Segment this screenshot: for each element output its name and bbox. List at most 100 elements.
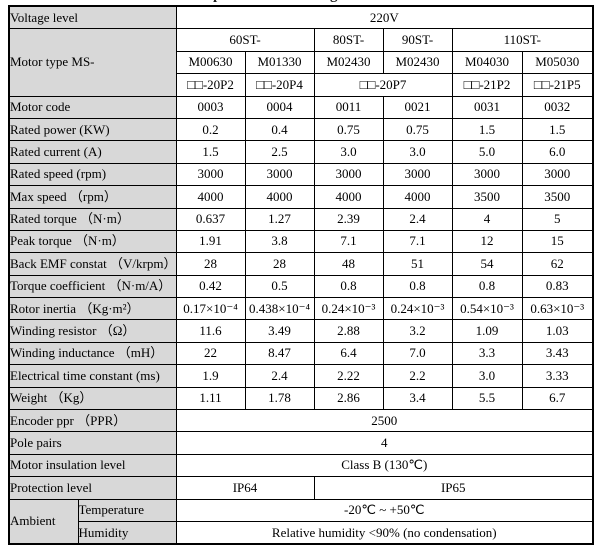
spec-value: 3.0 bbox=[313, 140, 384, 164]
row-label: Electrical time constant (ms) bbox=[8, 364, 177, 388]
spec-value: 1.78 bbox=[244, 386, 315, 411]
spec-value: 3.4 bbox=[382, 386, 453, 411]
table-row-spec: Rated power (KW) 0.2 0.4 0.75 0.75 1.5 1… bbox=[8, 117, 594, 142]
row-label: Peak torque （N·m） bbox=[8, 229, 177, 254]
table-row-spec: Rated speed (rpm) 3000 3000 3000 3000 30… bbox=[8, 162, 594, 187]
spec-value: 0011 bbox=[313, 95, 384, 119]
spec-value: 3.3 bbox=[451, 341, 523, 366]
model-header: M02430 bbox=[313, 50, 384, 75]
spec-value: 0031 bbox=[451, 95, 523, 119]
table-row-spec: Winding inductance （mH） 22 8.47 6.4 7.0 … bbox=[8, 341, 594, 366]
spec-value: 8.47 bbox=[244, 341, 315, 366]
spec-value: 0.8 bbox=[451, 274, 523, 299]
spec-value: 0.83 bbox=[521, 274, 594, 299]
row-label: Max speed （rpm） bbox=[8, 185, 177, 209]
spec-value: 2.4 bbox=[244, 364, 315, 388]
table-row-spec: Rotor inertia （Kg·m²） 0.17×10⁻⁴ 0.438×10… bbox=[8, 297, 594, 321]
spec-value: 2.4 bbox=[382, 207, 453, 231]
spec-value: 3500 bbox=[521, 185, 594, 209]
series-header: 60ST- bbox=[175, 28, 315, 52]
table-row-full: Encoder ppr （PPR） 2500 bbox=[8, 409, 594, 433]
spec-value: 5.0 bbox=[451, 140, 523, 164]
spec-value: 1.03 bbox=[521, 319, 594, 343]
row-label: Rotor inertia （Kg·m²） bbox=[8, 297, 177, 321]
spec-value: 2.39 bbox=[313, 207, 384, 231]
table-row-ambient-humidity: Humidity Relative humidity <90% (no cond… bbox=[9, 520, 594, 545]
ambient-temperature-value: -20℃ ~ +50℃ bbox=[175, 498, 594, 522]
type-code-header: □□-21P5 bbox=[521, 73, 594, 97]
spec-value: 6.4 bbox=[313, 341, 384, 366]
table-row-full: Pole pairs 4 bbox=[8, 431, 594, 455]
row-label: Motor type MS- bbox=[8, 28, 177, 97]
table-row-spec: Torque coefficient （N·m/A） 0.42 0.5 0.8 … bbox=[8, 274, 594, 299]
spec-value: 4 bbox=[451, 207, 523, 231]
full-span-value: 4 bbox=[175, 431, 594, 455]
row-label: Rated current (A) bbox=[8, 140, 177, 164]
model-header: M01330 bbox=[244, 50, 315, 75]
voltage-value: 220V bbox=[175, 5, 594, 30]
protection-value: IP65 bbox=[313, 476, 594, 500]
spec-value: 12 bbox=[451, 229, 523, 254]
spec-value: 54 bbox=[451, 252, 523, 276]
spec-value: 6.7 bbox=[521, 386, 594, 411]
row-label: Protection level bbox=[8, 476, 177, 500]
spec-value: 3000 bbox=[451, 162, 523, 187]
table-row-full: Motor insulation level Class B (130℃) bbox=[8, 453, 594, 478]
spec-value: 3.0 bbox=[382, 140, 453, 164]
spec-value: 2.88 bbox=[313, 319, 384, 343]
spec-value: 0003 bbox=[175, 95, 246, 119]
spec-value: 0.24×10⁻³ bbox=[382, 297, 453, 321]
spec-value: 1.5 bbox=[521, 117, 594, 142]
spec-value: 3000 bbox=[175, 162, 246, 187]
row-label: Rated speed (rpm) bbox=[8, 162, 177, 187]
row-label: Winding resistor （Ω） bbox=[8, 319, 177, 343]
clipped-glyph: p bbox=[213, 0, 221, 4]
row-label: Rated torque （N·m） bbox=[8, 207, 177, 231]
table-row-spec: Rated current (A) 1.5 2.5 3.0 3.0 5.0 6.… bbox=[8, 140, 594, 164]
spec-value: 3.0 bbox=[451, 364, 523, 388]
table-row-series: Motor type MS- 60ST- 80ST- 90ST- 110ST- bbox=[8, 28, 594, 97]
table-row-voltage: Voltage level 220V bbox=[8, 5, 594, 30]
spec-value: 0021 bbox=[382, 95, 453, 119]
spec-value: 3000 bbox=[244, 162, 315, 187]
row-sublabel: Temperature bbox=[77, 498, 177, 522]
table-row-spec: Max speed （rpm） 4000 4000 4000 4000 3500… bbox=[8, 185, 594, 209]
spec-value: 7.1 bbox=[382, 229, 453, 254]
spec-value: 1.27 bbox=[244, 207, 315, 231]
spec-value: 3.49 bbox=[244, 319, 315, 343]
row-label: Motor code bbox=[8, 95, 177, 119]
ambient-humidity-value: Relative humidity <90% (no condensation) bbox=[175, 520, 594, 545]
spec-value: 0.42 bbox=[175, 274, 246, 299]
spec-value: 62 bbox=[521, 252, 594, 276]
spec-value: 3.33 bbox=[521, 364, 594, 388]
spec-value: 7.0 bbox=[382, 341, 453, 366]
spec-value: 3.43 bbox=[521, 341, 594, 366]
spec-value: 0032 bbox=[521, 95, 594, 119]
spec-value: 11.6 bbox=[175, 319, 246, 343]
row-label: Winding inductance （mH） bbox=[8, 341, 177, 366]
spec-value: 28 bbox=[244, 252, 315, 276]
type-code-header: □□-21P2 bbox=[451, 73, 523, 97]
row-label: Weight （Kg） bbox=[8, 386, 177, 411]
clipped-glyph: g bbox=[330, 0, 338, 4]
row-label: Pole pairs bbox=[8, 431, 177, 455]
row-label: Voltage level bbox=[8, 5, 177, 30]
row-label: Back EMF constat （V/krpm） bbox=[8, 252, 177, 276]
model-header: M00630 bbox=[175, 50, 246, 75]
spec-value: 5.5 bbox=[451, 386, 523, 411]
spec-value: 1.09 bbox=[451, 319, 523, 343]
spec-value: 0.4 bbox=[244, 117, 315, 142]
spec-value: 2.86 bbox=[313, 386, 384, 411]
spec-value: 0.24×10⁻³ bbox=[313, 297, 384, 321]
table-row-spec: Peak torque （N·m） 1.91 3.8 7.1 7.1 12 15 bbox=[8, 229, 594, 254]
table-row-models: M00630 M01330 M02430 M02430 M04030 M0503… bbox=[9, 50, 594, 75]
spec-value: 28 bbox=[175, 252, 246, 276]
spec-value: 2.2 bbox=[382, 364, 453, 388]
spec-value: 0004 bbox=[244, 95, 315, 119]
row-label: Encoder ppr （PPR） bbox=[8, 409, 177, 433]
spec-value: 22 bbox=[175, 341, 246, 366]
spec-value: 0.8 bbox=[382, 274, 453, 299]
table-row-protection: Protection level IP64 IP65 bbox=[8, 476, 594, 500]
series-header: 80ST- bbox=[313, 28, 384, 52]
type-code-header: □□-20P7 bbox=[313, 73, 453, 97]
